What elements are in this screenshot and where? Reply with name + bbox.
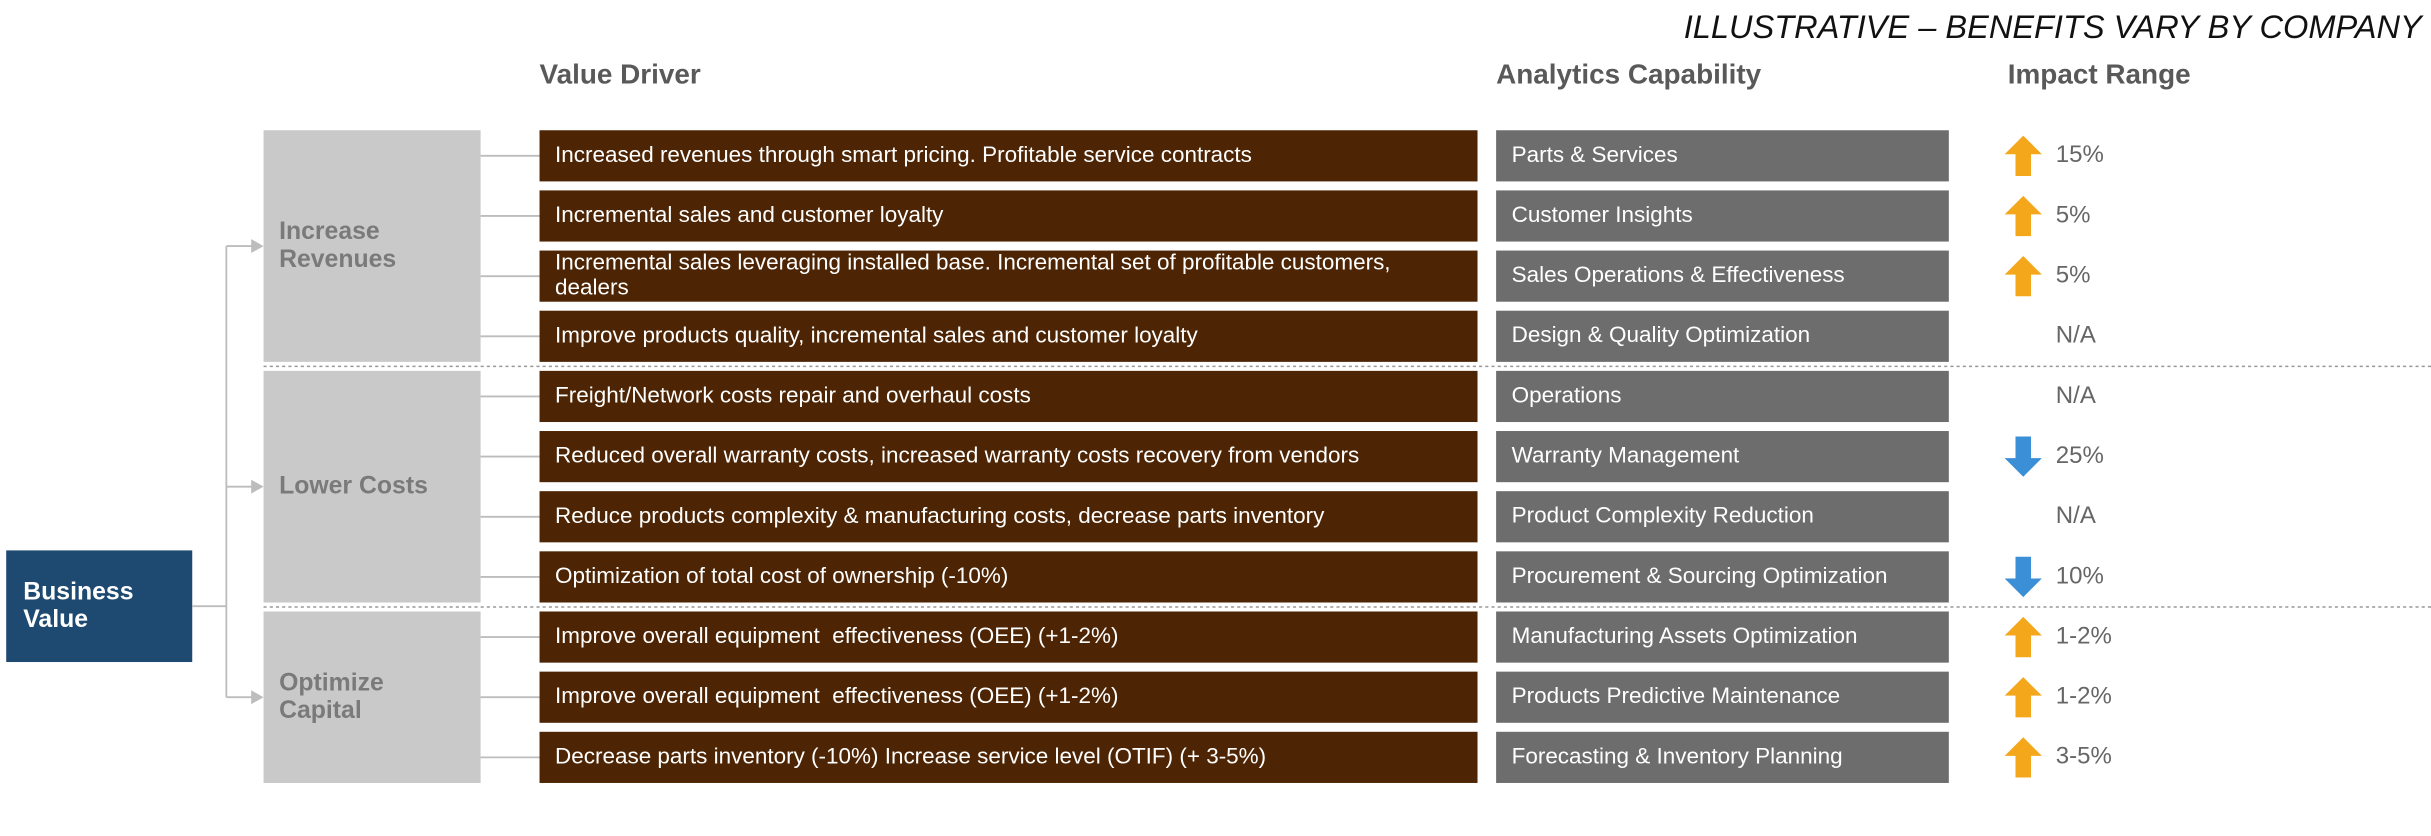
connector-arrow	[251, 690, 264, 705]
capability-box	[1496, 491, 1949, 543]
capability-box	[1496, 671, 1949, 723]
driver-box	[539, 370, 1478, 423]
driver-text: Improve overall equipment effectiveness …	[555, 683, 1118, 708]
arrow-up	[2004, 135, 2042, 176]
driver-box	[539, 491, 1478, 543]
driver-text: Reduce products complexity & manufacturi…	[555, 503, 1325, 528]
impact-text: 5%	[2056, 261, 2091, 288]
driver-box	[539, 671, 1478, 723]
capability-text: Manufacturing Assets Optimization	[1512, 623, 1858, 648]
impact-text: 15%	[2056, 141, 2104, 168]
connector-arrow	[251, 239, 264, 254]
capability-box	[1496, 731, 1949, 783]
driver-text: Optimization of total cost of ownership …	[555, 563, 1008, 588]
note: ILLUSTRATIVE – BENEFITS VARY BY COMPANY	[1684, 9, 2424, 45]
connector-arrow	[251, 479, 264, 494]
impact-text: N/A	[2056, 322, 2096, 349]
capability-text: Forecasting & Inventory Planning	[1512, 743, 1843, 768]
capability-box	[1496, 190, 1949, 242]
driver-text: Freight/Network costs repair and overhau…	[555, 382, 1031, 407]
arrow-down	[2004, 436, 2042, 477]
capability-text: Sales Operations & Effectiveness	[1512, 262, 1845, 287]
driver-box	[539, 551, 1478, 603]
group-box	[263, 370, 481, 603]
capability-box	[1496, 370, 1949, 423]
driver-text: Reduced overall warranty costs, increase…	[555, 443, 1359, 468]
driver-box	[539, 250, 1478, 302]
group-box	[263, 611, 481, 783]
root-label: Business Value	[23, 578, 133, 633]
capability-box	[1496, 250, 1949, 302]
capability-text: Parts & Services	[1512, 142, 1678, 167]
column-header: Value Driver	[540, 58, 701, 89]
driver-text: Incremental sales and customer loyalty	[555, 202, 944, 227]
capability-box	[1496, 130, 1949, 182]
impact-text: 1-2%	[2056, 622, 2112, 649]
arrow-up	[2004, 195, 2042, 237]
driver-text: Increased revenues through smart pricing…	[555, 142, 1252, 167]
driver-box	[539, 130, 1478, 182]
capability-text: Product Complexity Reduction	[1512, 503, 1814, 528]
group-box	[263, 130, 481, 362]
group-label: Optimize Capital	[279, 669, 384, 724]
capability-text: Customer Insights	[1512, 202, 1693, 227]
column-header: Impact Range	[2008, 58, 2191, 89]
capability-text: Operations	[1512, 382, 1622, 407]
capability-box	[1496, 611, 1949, 663]
capability-box	[1496, 310, 1949, 362]
arrow-up	[2004, 616, 2042, 658]
impact-text: 5%	[2056, 201, 2091, 228]
column-header: Analytics Capability	[1496, 58, 1762, 89]
capability-text: Warranty Management	[1512, 443, 1740, 468]
driver-box	[539, 431, 1478, 483]
capability-text: Procurement & Sourcing Optimization	[1512, 563, 1888, 588]
arrow-down	[2004, 556, 2042, 598]
group-label: Lower Costs	[279, 472, 428, 499]
impact-text: 25%	[2056, 442, 2104, 469]
driver-text: Incremental sales leveraging installed b…	[555, 250, 1391, 300]
group-label: Increase Revenues	[279, 218, 396, 273]
root-box	[6, 550, 193, 663]
driver-box	[539, 731, 1478, 783]
impact-text: 1-2%	[2056, 683, 2112, 710]
impact-text: N/A	[2056, 382, 2096, 409]
capability-text: Products Predictive Maintenance	[1512, 683, 1840, 708]
capability-box	[1496, 431, 1949, 483]
arrow-up	[2004, 737, 2042, 778]
driver-box	[539, 190, 1478, 242]
impact-text: N/A	[2056, 502, 2096, 529]
driver-text: Improve products quality, incremental sa…	[555, 322, 1198, 347]
impact-text: 10%	[2056, 562, 2104, 589]
driver-text: Improve overall equipment effectiveness …	[555, 623, 1118, 648]
impact-text: 3-5%	[2056, 743, 2112, 770]
arrow-up	[2004, 677, 2042, 718]
capability-text: Design & Quality Optimization	[1512, 322, 1810, 347]
driver-box	[539, 310, 1478, 362]
driver-box	[539, 611, 1478, 663]
capability-box	[1496, 551, 1949, 603]
arrow-up	[2004, 255, 2042, 297]
driver-text: Decrease parts inventory (-10%) Increase…	[555, 743, 1266, 768]
